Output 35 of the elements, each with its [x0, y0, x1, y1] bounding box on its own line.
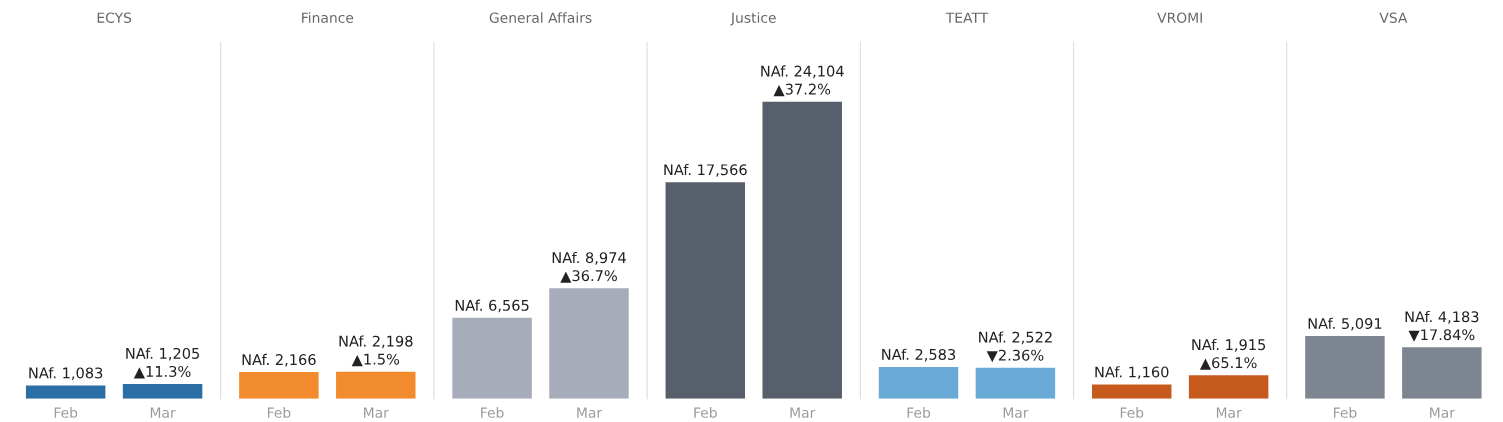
data-label: NAf. 6,565	[455, 299, 529, 313]
chart-title: TEATT	[945, 12, 989, 23]
x-tick-label: Feb	[1334, 407, 1357, 418]
data-label: NAf. 1,083	[29, 367, 103, 380]
chart-title: Justice	[730, 12, 776, 26]
chart-title: ECYS	[97, 12, 132, 23]
x-tick-label: Feb	[694, 407, 717, 418]
x-tick-label: Mar	[790, 407, 816, 418]
data-label: NAf. 1,160	[1095, 366, 1169, 379]
x-tick-label: Mar	[150, 407, 176, 418]
data-label: NAf. 2,522 ▼2.36%	[979, 331, 1052, 363]
data-label: NAf. 24,104 ▲37.2%	[761, 65, 844, 97]
x-tick-label: Mar	[577, 407, 603, 418]
x-tick-label: Mar	[1216, 407, 1242, 418]
chart-title: Finance	[302, 12, 354, 23]
data-label: NAf. 8,974 ▲36.7%	[552, 251, 626, 283]
x-tick-label: Mar	[1430, 407, 1455, 418]
data-label: NAf. 17,566	[664, 163, 747, 177]
x-tick-label: Mar	[364, 407, 389, 418]
data-label: NAf. 2,583	[882, 348, 956, 362]
x-tick-label: Feb	[1120, 407, 1144, 418]
data-label: NAf. 2,198 ▲1.5%	[339, 335, 413, 367]
data-label: NAf. 2,166	[242, 353, 316, 367]
data-label: NAf. 5,091	[1308, 317, 1382, 331]
data-label: NAf. 4,183 ▼17.84%	[1405, 310, 1479, 342]
x-tick-label: Feb	[907, 407, 931, 418]
data-label: NAf. 1,205 ▲11.3%	[126, 347, 200, 379]
chart-title: General Affairs	[489, 12, 592, 23]
x-tick-label: Feb	[481, 407, 504, 418]
chart-title: VROMI	[1157, 12, 1202, 23]
chart-title: VSA	[1379, 12, 1408, 23]
x-tick-label: Mar	[1003, 407, 1029, 418]
x-tick-label: Feb	[54, 407, 78, 418]
data-label: NAf. 1,915 ▲65.1%	[1192, 338, 1266, 370]
x-tick-label: Feb	[267, 407, 291, 418]
